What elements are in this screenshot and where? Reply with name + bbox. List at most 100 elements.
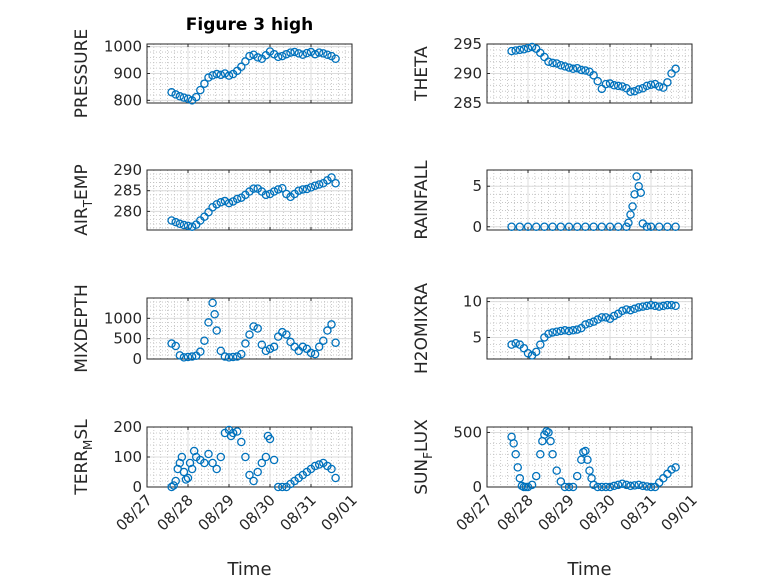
data-point bbox=[605, 482, 615, 492]
data-point bbox=[671, 64, 680, 74]
data-point bbox=[540, 52, 549, 62]
y-tick-label: 100 bbox=[113, 448, 142, 466]
data-point bbox=[605, 222, 615, 232]
data-point bbox=[327, 320, 336, 329]
y-axis-label: PRESSURE bbox=[72, 29, 92, 118]
data-point bbox=[548, 328, 557, 337]
data-point bbox=[269, 455, 279, 465]
data-point bbox=[302, 184, 312, 194]
data-point bbox=[605, 79, 615, 88]
data-point bbox=[249, 476, 258, 486]
y-tick-label: 285 bbox=[453, 94, 482, 112]
x-tick-label: 09/01 bbox=[318, 491, 361, 534]
data-point bbox=[171, 217, 180, 227]
data-point bbox=[663, 300, 672, 310]
data-point bbox=[212, 200, 221, 209]
data-point bbox=[654, 222, 664, 232]
y-tick-label: 200 bbox=[113, 418, 142, 436]
data-point bbox=[265, 344, 275, 354]
data-point bbox=[564, 63, 574, 72]
x-tick-label: 08/29 bbox=[535, 491, 578, 534]
data-point bbox=[531, 471, 541, 481]
data-point bbox=[253, 324, 262, 333]
data-point bbox=[204, 318, 213, 327]
data-point bbox=[282, 49, 291, 59]
data-point bbox=[179, 353, 189, 362]
x-tick-label: 08/31 bbox=[277, 491, 320, 534]
data-point bbox=[511, 46, 520, 55]
subplot-0: 800 900 1000 PRESSURE Figure 3 high bbox=[72, 15, 353, 118]
data-point bbox=[167, 339, 176, 348]
data-point bbox=[245, 470, 254, 480]
data-point bbox=[167, 216, 176, 225]
data-point bbox=[523, 482, 533, 492]
y-tick-label: 290 bbox=[453, 65, 482, 83]
x-tick-label: 08/31 bbox=[617, 491, 660, 534]
data-point bbox=[245, 330, 254, 339]
data-point bbox=[568, 482, 578, 492]
data-point bbox=[306, 348, 316, 358]
subplot-1: 285 290 295 THETA bbox=[412, 35, 693, 112]
y-tick-label: 0 bbox=[132, 350, 142, 368]
data-point bbox=[269, 187, 279, 196]
data-point bbox=[613, 480, 623, 490]
data-point bbox=[663, 78, 672, 87]
y-tick-label: 1000 bbox=[104, 38, 142, 56]
data-point bbox=[273, 52, 283, 62]
data-point bbox=[212, 464, 221, 474]
data-point bbox=[314, 48, 324, 57]
data-point bbox=[237, 62, 246, 72]
data-point bbox=[331, 54, 340, 64]
data-point bbox=[306, 47, 316, 57]
subplot-2: 280 285 290 AIRTEMP bbox=[72, 161, 353, 236]
y-axis-label: SUNFLUX bbox=[412, 419, 435, 495]
data-point bbox=[204, 73, 213, 82]
data-point bbox=[626, 87, 635, 97]
subplot-4: 0 500 1000 MIXDEPTH bbox=[72, 284, 353, 373]
data-point bbox=[171, 476, 180, 486]
data-point bbox=[171, 90, 180, 99]
data-point bbox=[544, 57, 553, 66]
data-point bbox=[183, 352, 193, 362]
data-point bbox=[273, 482, 283, 492]
data-point bbox=[208, 298, 217, 308]
chart-title: Figure 3 high bbox=[186, 15, 314, 35]
data-point bbox=[286, 337, 295, 347]
data-point bbox=[564, 222, 574, 232]
data-point bbox=[282, 330, 291, 339]
data-point bbox=[179, 220, 189, 230]
data-point bbox=[323, 50, 332, 59]
data-point bbox=[261, 452, 271, 462]
data-point bbox=[646, 482, 656, 492]
data-point bbox=[278, 183, 287, 193]
data-point bbox=[646, 80, 656, 89]
y-axis-label: THETA bbox=[412, 46, 432, 102]
data-point bbox=[634, 85, 643, 94]
data-point bbox=[507, 340, 516, 349]
data-point bbox=[589, 317, 598, 326]
data-point bbox=[572, 222, 582, 232]
x-tick-label: 09/01 bbox=[658, 491, 701, 534]
data-point bbox=[556, 477, 566, 486]
data-point bbox=[204, 207, 213, 217]
data-point bbox=[642, 81, 652, 91]
data-point bbox=[310, 461, 320, 471]
data-point bbox=[568, 64, 578, 74]
data-point bbox=[208, 458, 217, 468]
data-point bbox=[331, 338, 340, 347]
data-point bbox=[585, 318, 594, 328]
y-axis-label: H2OMIXRA bbox=[412, 283, 432, 374]
data-point bbox=[220, 69, 230, 78]
data-point bbox=[650, 301, 660, 311]
data-point bbox=[654, 82, 664, 91]
data-point bbox=[609, 311, 619, 321]
data-point bbox=[642, 482, 652, 491]
data-point bbox=[196, 347, 205, 356]
data-point bbox=[319, 49, 328, 58]
data-point bbox=[548, 450, 557, 459]
data-point bbox=[241, 57, 250, 66]
data-point bbox=[636, 188, 646, 197]
data-point bbox=[523, 222, 533, 232]
data-point bbox=[314, 180, 324, 189]
subplot-7: 0 500 SUNFLUX 08/2708/2808/2908/3008/3109/0… bbox=[412, 419, 701, 580]
